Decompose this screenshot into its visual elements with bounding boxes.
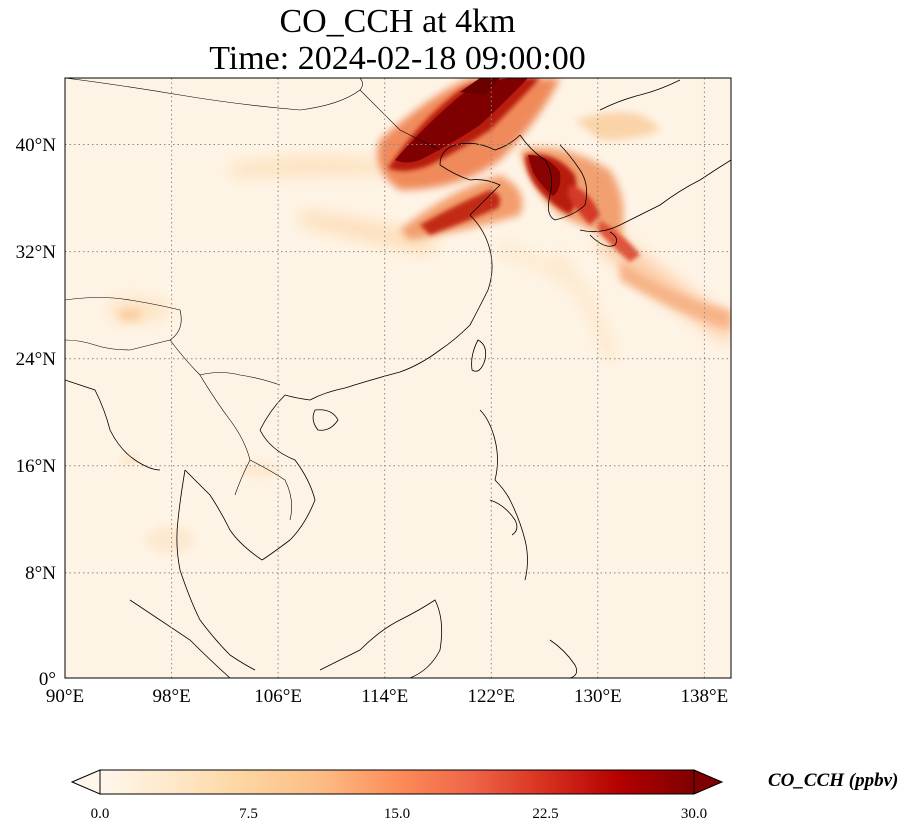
- lon-tick-label: 122°E: [467, 686, 515, 707]
- lat-tick-label: 0°: [39, 669, 56, 690]
- lat-tick-label: 40°N: [16, 135, 57, 156]
- map-frame: [64, 77, 732, 679]
- colorbar-tick: 15.0: [384, 806, 410, 822]
- colorbar-extend-low: [70, 769, 101, 795]
- map-subtitle-time: Time: 2024-02-18 09:00:00: [209, 40, 586, 77]
- colorbar-tick: 0.0: [91, 806, 110, 822]
- colorbar: 0.0 7.5 15.0 22.5 30.0: [70, 769, 724, 822]
- lat-tick-label: 8°N: [25, 563, 56, 584]
- colorbar-tick: 7.5: [239, 806, 258, 822]
- lon-tick-label: 130°E: [574, 686, 622, 707]
- concentration-field: [65, 78, 731, 678]
- colorbar-extend-high: [693, 769, 724, 795]
- map-title: CO_CCH at 4km: [279, 3, 516, 40]
- colorbar-ramp: [99, 769, 695, 795]
- lon-tick-label: 138°E: [681, 686, 729, 707]
- colorbar-label: CO_CCH (ppbv): [768, 770, 899, 791]
- lon-tick-label: 90°E: [46, 686, 84, 707]
- colorbar-tick: 30.0: [681, 806, 707, 822]
- lat-tick-label: 32°N: [16, 242, 57, 263]
- lat-tick-label: 16°N: [16, 456, 57, 477]
- lon-tick-label: 106°E: [254, 686, 302, 707]
- lon-tick-label: 98°E: [152, 686, 190, 707]
- lon-tick-label: 114°E: [361, 686, 408, 707]
- gridlines: [65, 78, 731, 678]
- colorbar-tick: 22.5: [532, 806, 558, 822]
- coastlines: [65, 78, 731, 678]
- lon-tick-labels: 90°E 98°E 106°E 114°E 122°E 130°E 138°E: [46, 686, 728, 707]
- lat-tick-labels: 0° 8°N 16°N 24°N 32°N 40°N: [16, 135, 57, 690]
- lat-tick-label: 24°N: [16, 349, 57, 370]
